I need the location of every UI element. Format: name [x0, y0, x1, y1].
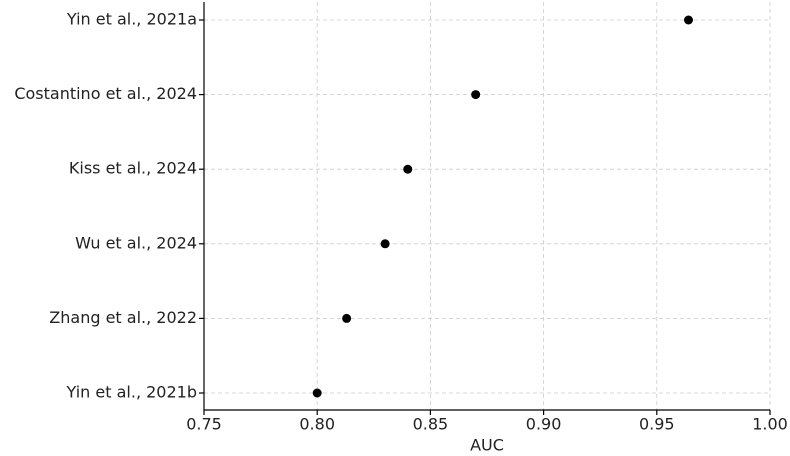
x-tick-label: 1.00 — [752, 415, 788, 434]
point — [403, 164, 413, 174]
x-axis-label: AUC — [470, 436, 504, 455]
y-tick-label: Wu et al., 2024 — [75, 233, 197, 252]
x-tick-label: 0.80 — [299, 415, 335, 434]
point — [342, 313, 352, 323]
y-tick-label: Zhang et al., 2022 — [49, 308, 197, 327]
y-tick-label: Yin et al., 2021b — [66, 383, 197, 402]
point — [380, 239, 390, 249]
x-tick-label: 0.75 — [186, 415, 222, 434]
x-tick-label: 0.95 — [639, 415, 675, 434]
point — [312, 388, 322, 398]
x-tick-label: 0.90 — [526, 415, 562, 434]
y-tick-label: Kiss et al., 2024 — [69, 159, 197, 178]
y-tick-label: Costantino et al., 2024 — [14, 84, 197, 103]
point — [471, 90, 481, 100]
point — [683, 15, 693, 25]
x-tick-label: 0.85 — [413, 415, 449, 434]
y-tick-label: Yin et al., 2021a — [66, 10, 197, 29]
